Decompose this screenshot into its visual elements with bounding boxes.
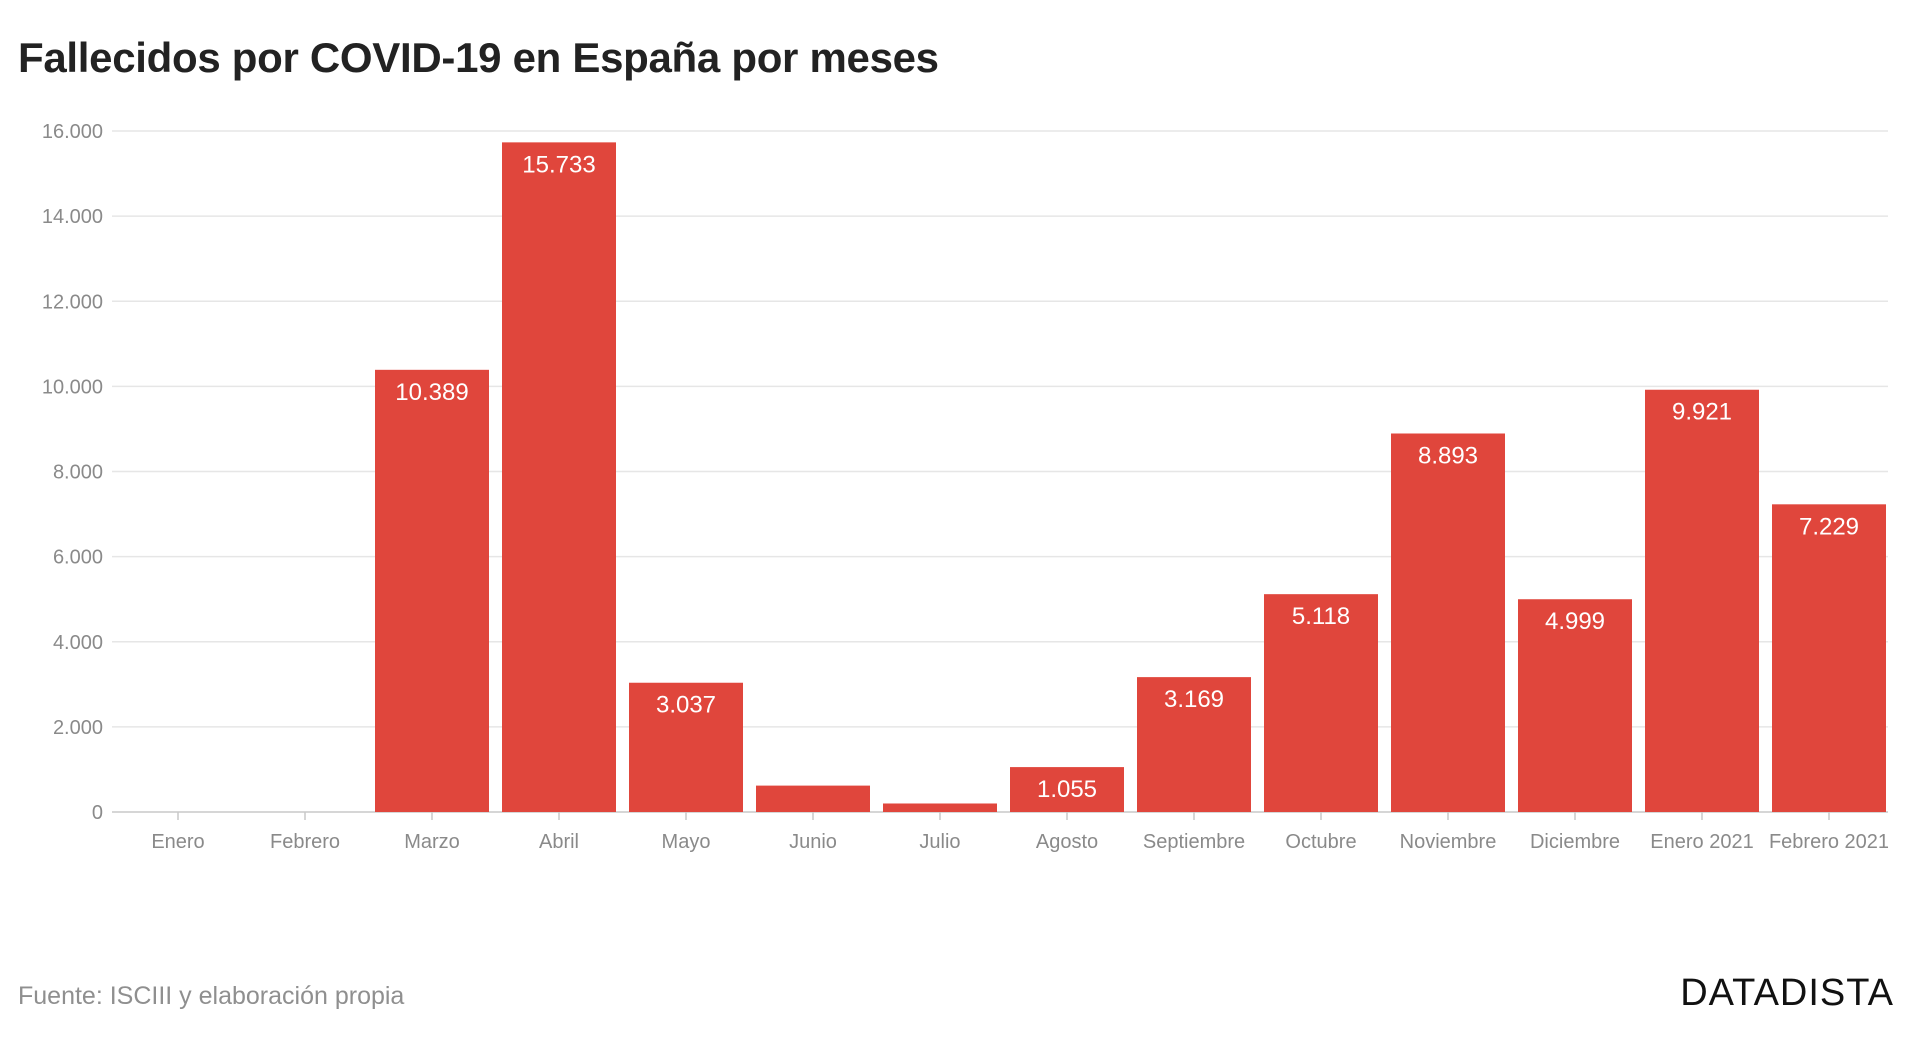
y-tick-label: 14.000 <box>42 206 103 228</box>
x-tick-label: Abril <box>539 831 579 853</box>
y-tick-label: 6.000 <box>53 547 103 569</box>
y-tick-label: 0 <box>92 802 103 824</box>
x-tick-label: Julio <box>919 831 960 853</box>
x-axis-ticks: Enero Febrero Marzo Abril Mayo Junio Julio Agos… <box>151 812 1889 853</box>
y-axis-ticks: 0 2.000 4.000 6.000 8.000 10.000 12.000 14.000 1… <box>42 121 103 824</box>
data-label: 1.055 <box>1037 776 1097 803</box>
data-label: 15.733 <box>522 151 595 178</box>
bar <box>1645 390 1759 812</box>
bar <box>375 370 489 812</box>
y-tick-label: 8.000 <box>53 462 103 484</box>
x-tick-label: Junio <box>789 831 837 853</box>
x-tick-label: Mayo <box>662 831 711 853</box>
brand-logo: DATADISTA <box>1680 972 1894 1015</box>
y-tick-label: 10.000 <box>42 376 103 398</box>
x-tick-label: Diciembre <box>1530 831 1620 853</box>
data-label: 8.893 <box>1418 442 1478 469</box>
bars <box>375 142 1886 812</box>
x-tick-label: Agosto <box>1036 831 1098 853</box>
data-label: 10.389 <box>395 379 468 406</box>
bar <box>1391 433 1505 812</box>
y-tick-label: 12.000 <box>42 291 103 313</box>
x-tick-label: Noviembre <box>1400 831 1497 853</box>
x-tick-label: Septiembre <box>1143 831 1245 853</box>
bar <box>883 803 997 812</box>
x-tick-label: Enero 2021 <box>1650 831 1753 853</box>
bar <box>1772 504 1886 812</box>
data-label: 3.169 <box>1164 686 1224 713</box>
y-tick-label: 4.000 <box>53 632 103 654</box>
data-label: 4.999 <box>1545 608 1605 635</box>
bar <box>756 786 870 812</box>
bar <box>502 142 616 812</box>
data-label: 7.229 <box>1799 513 1859 540</box>
data-label: 3.037 <box>656 692 716 719</box>
y-tick-label: 2.000 <box>53 717 103 739</box>
x-tick-label: Enero <box>151 831 204 853</box>
x-tick-label: Marzo <box>404 831 460 853</box>
bar-chart: 0 2.000 4.000 6.000 8.000 10.000 12.000 14.000 1… <box>0 0 1908 1038</box>
y-tick-label: 16.000 <box>42 121 103 143</box>
x-tick-label: Febrero <box>270 831 340 853</box>
data-label: 5.118 <box>1292 603 1350 630</box>
x-tick-label: Febrero 2021 <box>1769 831 1889 853</box>
source-note: Fuente: ISCIII y elaboración propia <box>18 982 404 1011</box>
data-label: 9.921 <box>1672 399 1732 426</box>
x-tick-label: Octubre <box>1285 831 1356 853</box>
